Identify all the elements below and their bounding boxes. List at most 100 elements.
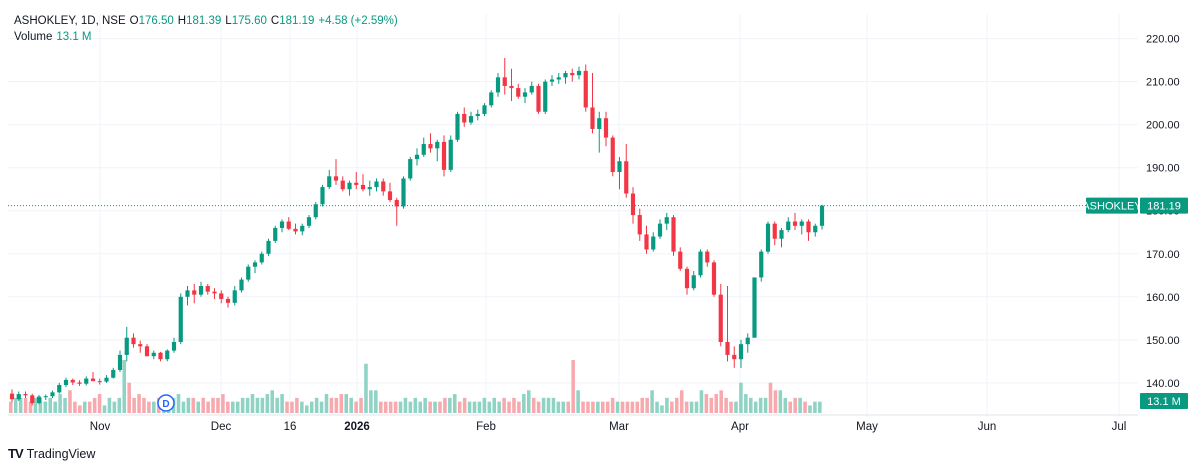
volume-bar: [319, 401, 324, 413]
volume-bar: [226, 401, 230, 413]
volume-label[interactable]: Volume: [14, 31, 53, 43]
candle-body: [455, 113, 460, 140]
candle-body: [111, 369, 116, 378]
candle-body: [462, 113, 467, 123]
candle-body: [198, 286, 204, 295]
volume-bar: [670, 401, 674, 413]
candle-body: [232, 290, 237, 303]
tradingview-name: TradingView: [26, 446, 96, 461]
volume-bar: [83, 401, 87, 413]
tradingview-logo[interactable]: TV TradingView: [8, 446, 95, 461]
volume-bar: [9, 401, 13, 413]
volume-bar: [142, 397, 146, 413]
volume-bar: [231, 401, 235, 413]
volume-bar: [117, 397, 122, 413]
volume-bar: [625, 401, 630, 413]
volume-bar: [329, 397, 334, 413]
candle-body: [117, 354, 123, 370]
candle-body: [421, 144, 426, 155]
candle-body: [360, 184, 366, 190]
volume-bar: [679, 390, 684, 413]
candle-body: [590, 107, 595, 129]
volume-bar: [122, 360, 127, 413]
volume-bar: [803, 401, 807, 413]
candle-body: [732, 354, 737, 360]
volume-bar: [383, 401, 388, 413]
time-tick-label: Jul: [1112, 421, 1127, 433]
chart-legend: ASHOKLEY, 1D, NSE O176.50 H181.39 L175.6…: [14, 13, 398, 45]
candle-body: [691, 275, 696, 289]
volume-bar: [398, 401, 403, 413]
candle-body: [543, 81, 548, 112]
volume-bar: [13, 397, 18, 413]
candle-body: [104, 377, 109, 382]
dividend-marker[interactable]: D: [157, 394, 175, 412]
volume-bar: [482, 397, 487, 413]
volume-bar: [813, 401, 817, 413]
candle-body: [651, 236, 656, 250]
candle-body: [718, 294, 723, 342]
volume-bar: [758, 397, 763, 413]
volume-bar: [660, 405, 664, 413]
candle-body: [678, 251, 683, 269]
candle-body: [617, 161, 622, 173]
volume-bar: [132, 397, 136, 413]
volume-bar: [314, 397, 319, 413]
volume-bar: [403, 397, 408, 413]
candle-body: [77, 382, 82, 384]
symbol-label[interactable]: ASHOKLEY, 1D, NSE: [14, 15, 126, 27]
candle-body: [333, 176, 339, 181]
price-tick-label: 200.00: [1146, 120, 1180, 132]
candle-body: [448, 139, 453, 170]
candle-body: [441, 141, 447, 170]
volume-bar: [206, 401, 210, 413]
volume-bar: [610, 397, 615, 413]
symbol-badge: [1086, 197, 1138, 214]
candle-body: [225, 298, 231, 303]
volume-bar: [443, 397, 447, 413]
volume-bar: [778, 390, 783, 413]
volume-bar: [536, 401, 541, 413]
price-tick-label: 150.00: [1146, 335, 1180, 347]
candle-body: [401, 178, 406, 207]
volume-bar: [472, 401, 477, 413]
price-tick-label: 140.00: [1146, 378, 1180, 390]
volume-bar: [729, 401, 733, 413]
volume-bar: [438, 401, 442, 413]
volume-bar: [181, 401, 186, 413]
low-label: L175.60: [225, 15, 267, 27]
candle-body: [124, 337, 129, 355]
candle-body: [219, 293, 224, 299]
candle-body: [246, 266, 251, 280]
candle-body: [36, 396, 42, 404]
volume-bar: [724, 397, 728, 413]
volume-bar: [369, 390, 373, 413]
candle-body: [367, 187, 372, 190]
volume-bar: [87, 401, 92, 413]
volume-bar: [102, 405, 107, 413]
open-label: O176.50: [129, 15, 174, 27]
volume-bars: [9, 360, 822, 413]
volume-bar: [250, 394, 255, 413]
volume-bar: [768, 382, 773, 413]
candle-body: [252, 262, 258, 267]
volume-bar: [235, 401, 240, 413]
volume-bar: [591, 401, 595, 413]
time-tick-label: 2026: [344, 421, 370, 433]
candle-body: [597, 118, 602, 129]
volume-bar: [18, 397, 23, 413]
volume-bar: [753, 401, 758, 413]
volume-bar: [68, 390, 72, 413]
volume-bar: [586, 401, 590, 413]
candle-body: [97, 381, 102, 383]
volume-bar: [453, 394, 457, 413]
candle-body: [529, 85, 534, 93]
time-tick-label: Mar: [609, 421, 629, 433]
candle-body: [779, 230, 784, 239]
candle-body: [381, 181, 386, 192]
volume-bar: [620, 401, 625, 413]
volume-bar: [571, 360, 575, 413]
volume-bar: [92, 397, 97, 413]
candle-body: [23, 394, 28, 396]
